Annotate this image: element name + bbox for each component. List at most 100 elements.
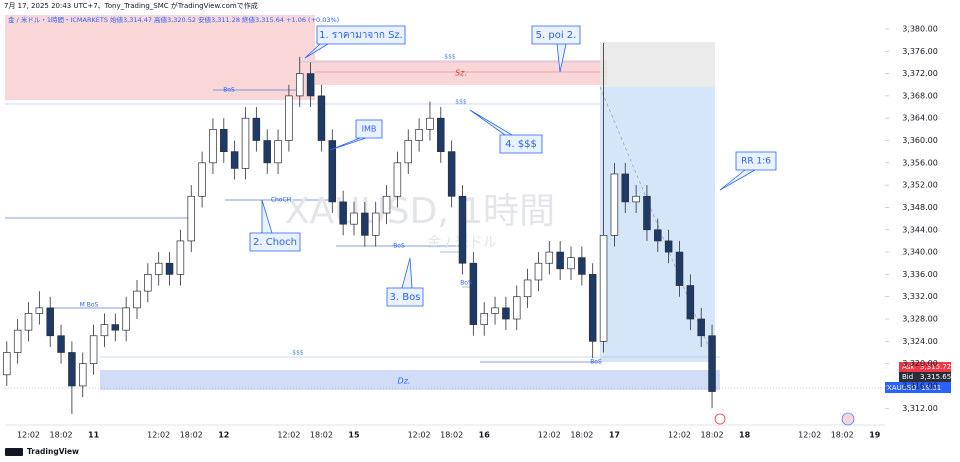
candle-body [252, 117, 261, 141]
candle-body [3, 352, 11, 376]
brand: TradingView [27, 447, 79, 456]
y-tick-label: 3,340.00 [902, 248, 938, 257]
candle-body [144, 274, 152, 292]
candle-body [491, 307, 499, 314]
line-label: $$$ [292, 350, 304, 357]
demand-zone [100, 370, 720, 390]
supply-zone-2 [315, 60, 607, 85]
candle-body [458, 195, 467, 264]
y-tick-label: 3,328.00 [902, 315, 938, 324]
y-tick-label: 3,356.00 [902, 158, 938, 167]
x-tick-label: 11 [88, 431, 100, 440]
line-label: BoS [590, 359, 602, 366]
y-tick-label: 3,348.00 [902, 203, 938, 212]
x-tick-label: 18:02 [180, 431, 203, 440]
candle-body [274, 140, 282, 164]
candle-body [599, 234, 608, 342]
candle-body [382, 195, 391, 214]
x-tick-label: 12:02 [668, 431, 691, 440]
line-label: $$$ [444, 54, 456, 61]
line-label: BoS [393, 243, 405, 250]
x-tick-label: 18:02 [50, 431, 73, 440]
x-tick-label: 16 [479, 431, 491, 440]
candle-body [89, 335, 98, 364]
candle-body [480, 313, 488, 325]
candle-body [578, 257, 586, 275]
x-tick-label: 18:02 [701, 431, 724, 440]
y-tick-label: 3,324.00 [902, 337, 938, 346]
y-tick-label: 3,368.00 [902, 91, 938, 100]
bid-price: 3,315.65 [920, 373, 951, 381]
zone-label: Dz. [398, 377, 411, 386]
candle-body [46, 307, 54, 337]
x-tick-label: 12:02 [538, 431, 561, 440]
symbol-tag [885, 382, 951, 393]
candle-body [415, 129, 423, 141]
candle-body [610, 173, 619, 236]
line-label: M BoS [80, 302, 99, 309]
x-tick-label: 12:02 [147, 431, 170, 440]
candle-body [24, 313, 33, 331]
candle-body [241, 117, 250, 169]
candle-body [122, 307, 130, 331]
y-tick-label: 3,312.00 [902, 404, 938, 413]
candle-body [220, 129, 228, 153]
ask-price: 3,315.72 [920, 363, 951, 371]
candle-body [35, 307, 44, 314]
y-tick-label: 3,372.00 [902, 69, 938, 78]
candle-body [176, 240, 185, 275]
callout-text: 5. poi 2. [536, 30, 577, 41]
candle-body [708, 335, 716, 392]
callout-text: 4. $$$ [505, 139, 537, 150]
candle-body [133, 290, 141, 309]
candle-body [437, 117, 445, 153]
rr-line [599, 86, 716, 363]
candle-body [187, 195, 196, 242]
x-tick-label: 12:02 [408, 431, 431, 440]
logo [5, 448, 23, 456]
candle-body [556, 251, 564, 270]
callout [249, 25, 777, 307]
alert-icon[interactable] [714, 413, 726, 425]
symbol-label: XAUUSD [887, 384, 917, 392]
candle-body [165, 262, 174, 275]
line-label: $$$ [455, 99, 467, 106]
time-label: 18:31 [921, 384, 941, 392]
x-tick-label: 19 [869, 431, 881, 440]
bid-label: Bid [902, 373, 913, 381]
candle-body [512, 296, 521, 320]
candle-body [100, 324, 109, 337]
event-icon[interactable] [841, 412, 855, 426]
ask-label: Ask [902, 363, 915, 371]
y-tick-label: 3,344.00 [902, 225, 938, 234]
candle-body [78, 363, 87, 387]
candle-body [664, 240, 673, 253]
candle-body [328, 140, 337, 203]
candle-body [588, 274, 597, 342]
candle-body [263, 140, 271, 164]
candle-body [57, 335, 65, 353]
callout-text: 3. Bos [390, 292, 421, 303]
candle-body [154, 262, 163, 275]
x-tick-label: 18:02 [831, 431, 854, 440]
candle-body [198, 162, 206, 197]
callout-text: IMB [362, 125, 377, 134]
candle-body [545, 251, 554, 264]
x-tick-label: 12:02 [17, 431, 40, 440]
stop-zone [600, 42, 715, 87]
candle-body [675, 251, 684, 286]
x-tick-label: 17 [609, 431, 620, 440]
y-tick-label: 3,360.00 [902, 136, 938, 145]
x-tick-label: 12:02 [798, 431, 821, 440]
candle-body [361, 212, 369, 236]
candle-body [534, 262, 543, 281]
credit: 7月 17, 2025 20:43 UTC+7、Tony_Trading_SMC… [4, 1, 258, 10]
y-tick-label: 3,332.00 [902, 292, 938, 301]
x-tick-label: 18 [739, 431, 751, 440]
candle-body [339, 201, 347, 225]
supply-zone [5, 15, 315, 100]
y-tick-label: 3,364.00 [902, 114, 938, 123]
callout-text: 1. ราคามาจาก Sz. [319, 30, 403, 41]
candle-body [632, 195, 640, 203]
